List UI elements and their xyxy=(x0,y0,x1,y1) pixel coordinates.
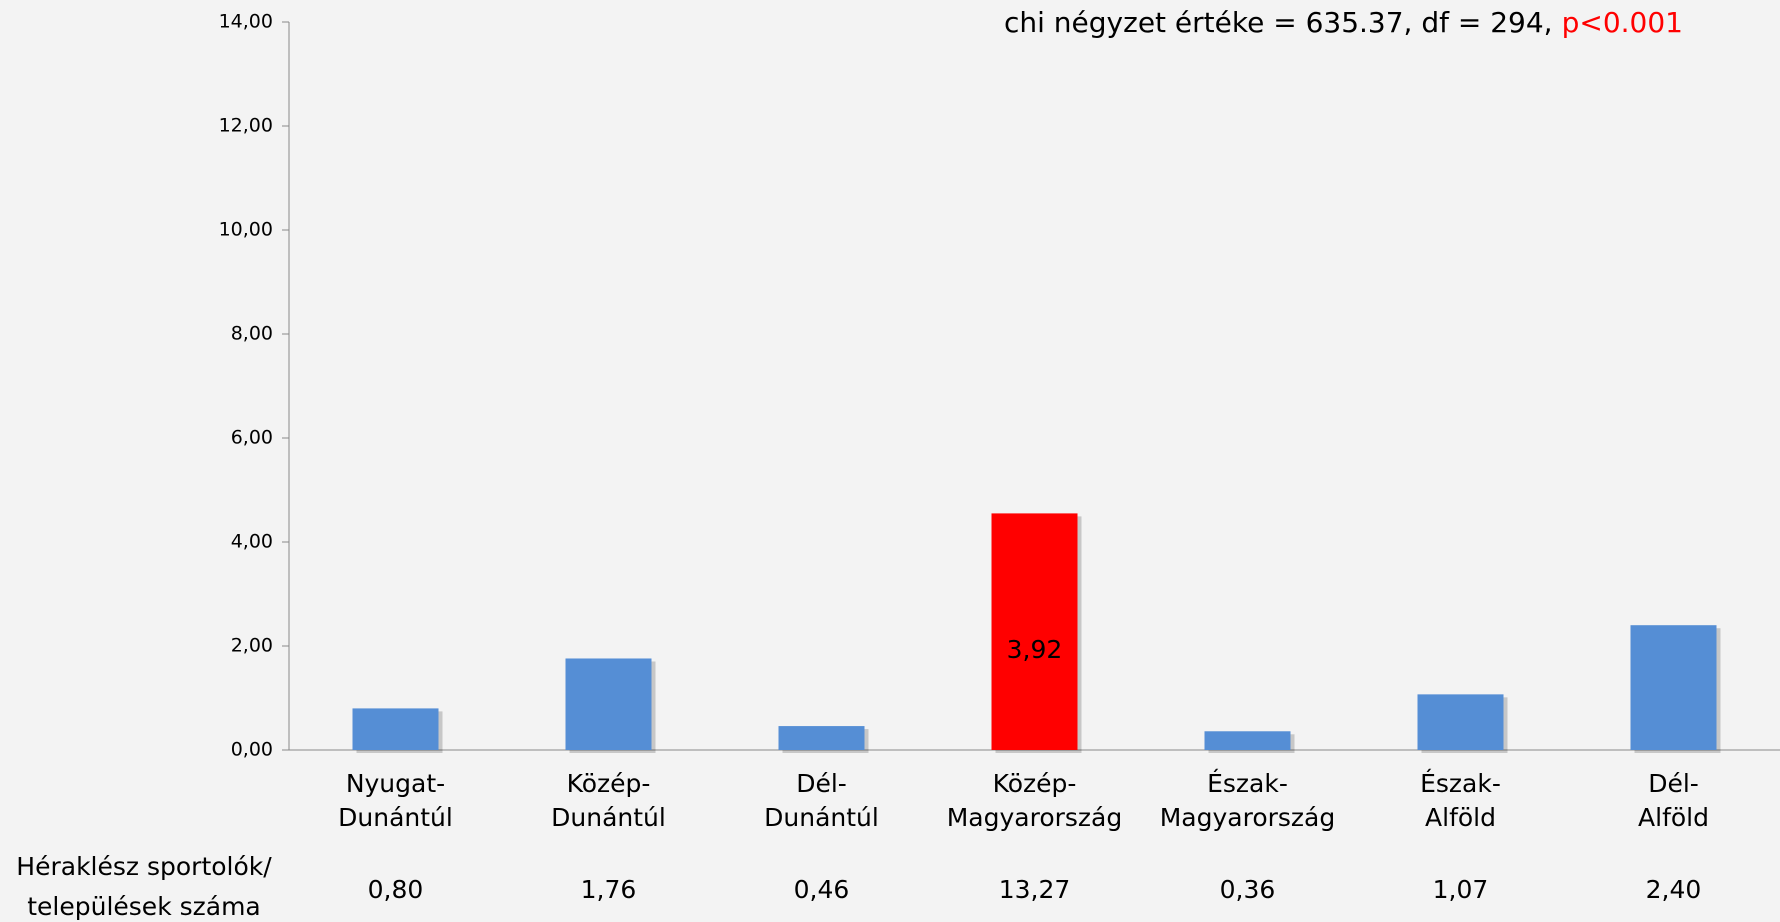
table-cell: 0,80 xyxy=(368,875,424,904)
x-tick-label: Dunántúl xyxy=(551,803,666,832)
y-tick-label: 12,00 xyxy=(219,115,273,137)
bar xyxy=(352,708,439,750)
x-tick-label: Közép- xyxy=(567,769,651,798)
table-row-label: Héraklész sportolók/ xyxy=(16,852,272,881)
x-tick-label: Magyarország xyxy=(1160,803,1336,832)
x-tick-label: Dunántúl xyxy=(764,803,879,832)
y-tick-label: 8,00 xyxy=(231,323,273,345)
y-tick-label: 10,00 xyxy=(219,219,273,241)
y-tick-label: 6,00 xyxy=(231,427,273,449)
table-cell: 0,46 xyxy=(794,875,850,904)
y-tick-label: 14,00 xyxy=(219,11,273,33)
bar xyxy=(1417,694,1504,750)
table-cell: 0,36 xyxy=(1220,875,1276,904)
table-cell: 13,27 xyxy=(999,875,1071,904)
y-tick-label: 2,00 xyxy=(231,635,273,657)
x-tick-label: Alföld xyxy=(1425,803,1496,832)
x-tick-label: Magyarország xyxy=(947,803,1123,832)
x-tick-label: Nyugat- xyxy=(346,769,445,798)
annotation: chi négyzet értéke = 635.37, df = 294, p<… xyxy=(1004,6,1683,39)
table-cell: 2,40 xyxy=(1646,875,1702,904)
x-tick-label: Dél- xyxy=(796,769,847,798)
x-tick-label: Alföld xyxy=(1638,803,1709,832)
bar xyxy=(1630,625,1717,750)
bar xyxy=(991,513,1078,750)
annotation-p-value: p<0.001 xyxy=(1562,6,1683,39)
y-tick-label: 0,00 xyxy=(231,739,273,761)
x-tick-label: Dél- xyxy=(1648,769,1699,798)
x-tick-label: Észak- xyxy=(1420,769,1501,798)
table-row-label: települések száma xyxy=(27,892,261,921)
x-tick-label: Észak- xyxy=(1207,769,1288,798)
table-cell: 1,07 xyxy=(1433,875,1489,904)
annotation-text: chi négyzet értéke = 635.37, df = 294, xyxy=(1004,6,1553,39)
bar xyxy=(1204,731,1291,750)
y-tick-label: 4,00 xyxy=(231,531,273,553)
table-cell: 1,76 xyxy=(581,875,637,904)
bar-annotation: 3,92 xyxy=(1007,635,1063,664)
x-tick-label: Dunántúl xyxy=(338,803,453,832)
bar xyxy=(565,658,652,750)
bar xyxy=(778,726,865,750)
x-tick-label: Közép- xyxy=(993,769,1077,798)
